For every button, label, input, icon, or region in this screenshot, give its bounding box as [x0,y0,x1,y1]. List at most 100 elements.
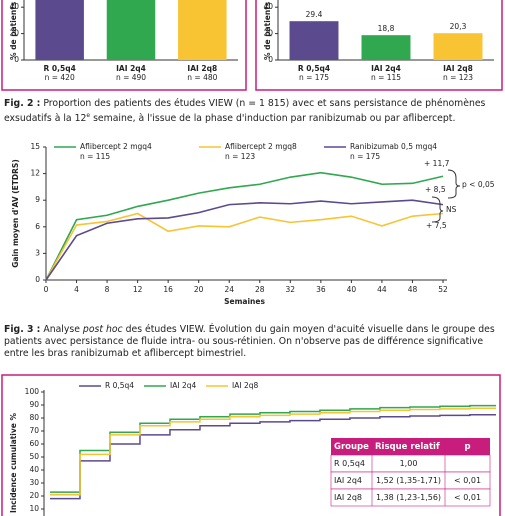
table-cell: < 0,01 [454,493,481,502]
caption-italic: post hoc [82,324,123,335]
y-tick-label: 0 [14,55,19,64]
value-label: 20,3 [450,22,467,31]
n-label: n = 490 [116,73,146,82]
step-line [49,414,496,500]
panel-border [1,374,501,516]
n-label: n = 480 [187,73,217,82]
table-cell: R 0,5q4 [334,459,365,468]
x-tick-label: 8 [105,285,110,294]
caption-label: Fig. 3 : [4,324,41,335]
x-tick-label: 48 [408,285,418,294]
x-tick-label: 52 [438,285,448,294]
y-tick-label: 15 [30,142,40,151]
line [45,171,444,281]
bar [361,35,411,60]
caption: Fig. 2 : Proportion des patients des étu… [4,98,501,125]
legend-label: R 0,5q4 [105,381,134,390]
legend-label: IAI 2q4 [170,381,196,390]
step-line [49,407,496,496]
x-tick-label: 24 [224,285,234,294]
x-tick-label: R 0,5q4 [44,64,76,73]
x-tick-label: IAI 2q8 [443,64,473,73]
caption-label: Fig. 2 : [4,98,41,109]
legend-label: IAI 2q8 [232,381,258,390]
table-cell: < 0,01 [454,476,481,485]
x-tick-label: IAI 2q4 [116,64,146,73]
table-row [330,488,491,507]
y-tick-label: 40 [263,2,273,11]
y-tick-label: 12 [30,169,40,178]
value-label: 29.4 [306,10,323,19]
x-tick-label: 36 [316,285,326,294]
y-tick-label: 0 [268,55,273,64]
x-tick-label: IAI 2q4 [371,64,401,73]
n-label: n = 123 [443,73,473,82]
table-cell: 1,38 (1,23-1,56) [376,493,441,502]
panel-border [255,0,503,91]
y-tick-label: 3 [35,248,40,257]
table-cell: 1,52 (1,35-1,71) [376,476,441,485]
line [45,199,444,281]
y-tick-label: 100 [25,387,40,396]
n-label: n = 175 [299,73,329,82]
y-tick-label: 30 [29,478,39,487]
caption-text: semaine, à l'issue de la phase d'inducti… [90,113,456,125]
bar [289,21,339,60]
y-tick-label: 50 [29,452,39,461]
caption-text: Proportion des patients des études VIEW … [4,98,486,125]
y-tick-label: 20 [263,29,273,38]
x-tick-label: 32 [286,285,296,294]
y-tick-label: 40 [9,2,19,11]
table-header: p [464,442,470,452]
caption-sup: e [86,112,91,119]
y-tick-label: 80 [29,413,39,422]
y-tick-label: 6 [35,222,40,231]
legend-label: Aflibercept 2 mgq4 [80,142,152,151]
x-axis-label: Semaines [224,297,265,306]
bar [433,33,483,60]
x-tick-label: 12 [133,285,143,294]
legend-subtitle: n = 115 [80,152,110,161]
value-label: 18,8 [378,24,395,33]
y-tick-label: 70 [29,426,39,435]
bracket [431,196,444,223]
annotation: + 11,7 [424,159,450,168]
y-axis-label: Incidence cumulative % [9,413,18,513]
y-tick-label: 0 [35,275,40,284]
legend-label: Aflibercept 2 mgq8 [225,142,297,151]
caption: Fig. 3 : Analyse post hoc des études VIE… [4,324,501,360]
annotation: + 7,5 [426,221,447,230]
table-header: Risque relatif [375,442,440,452]
table-cell: IAI 2q4 [334,476,362,485]
y-tick-label: 20 [9,29,19,38]
table-header-bg [331,438,490,455]
legend-subtitle: n = 175 [350,152,380,161]
caption-text: Analyse [43,324,83,335]
x-tick-label: 44 [377,285,387,294]
caption-text: des études VIEW. Évolution du gain moyen… [4,324,495,359]
annotation: p < 0,05 [462,180,495,189]
panel-border [1,0,247,91]
bar [106,0,156,60]
y-axis-label: % de patients a [263,0,272,60]
line [45,212,444,281]
y-tick-label: 10 [29,504,39,513]
bar [178,0,227,61]
y-axis-label: Gain moyen d'AV (ETDRS) [11,159,20,268]
annotation: + 8,5 [425,185,446,194]
legend-label: Ranibizumab 0,5 mgq4 [350,142,437,151]
x-tick-label: 28 [255,285,265,294]
y-tick-label: 9 [35,195,40,204]
step-line [49,404,496,493]
bracket [447,169,461,199]
n-label: n = 115 [371,73,401,82]
x-tick-label: 4 [74,285,79,294]
legend-subtitle: n = 123 [225,152,255,161]
table-cell: 1,00 [400,459,418,468]
x-tick-label: 16 [163,285,173,294]
y-tick-label: 90 [29,400,39,409]
table-cell: IAI 2q8 [334,493,362,502]
x-tick-label: 0 [44,285,49,294]
